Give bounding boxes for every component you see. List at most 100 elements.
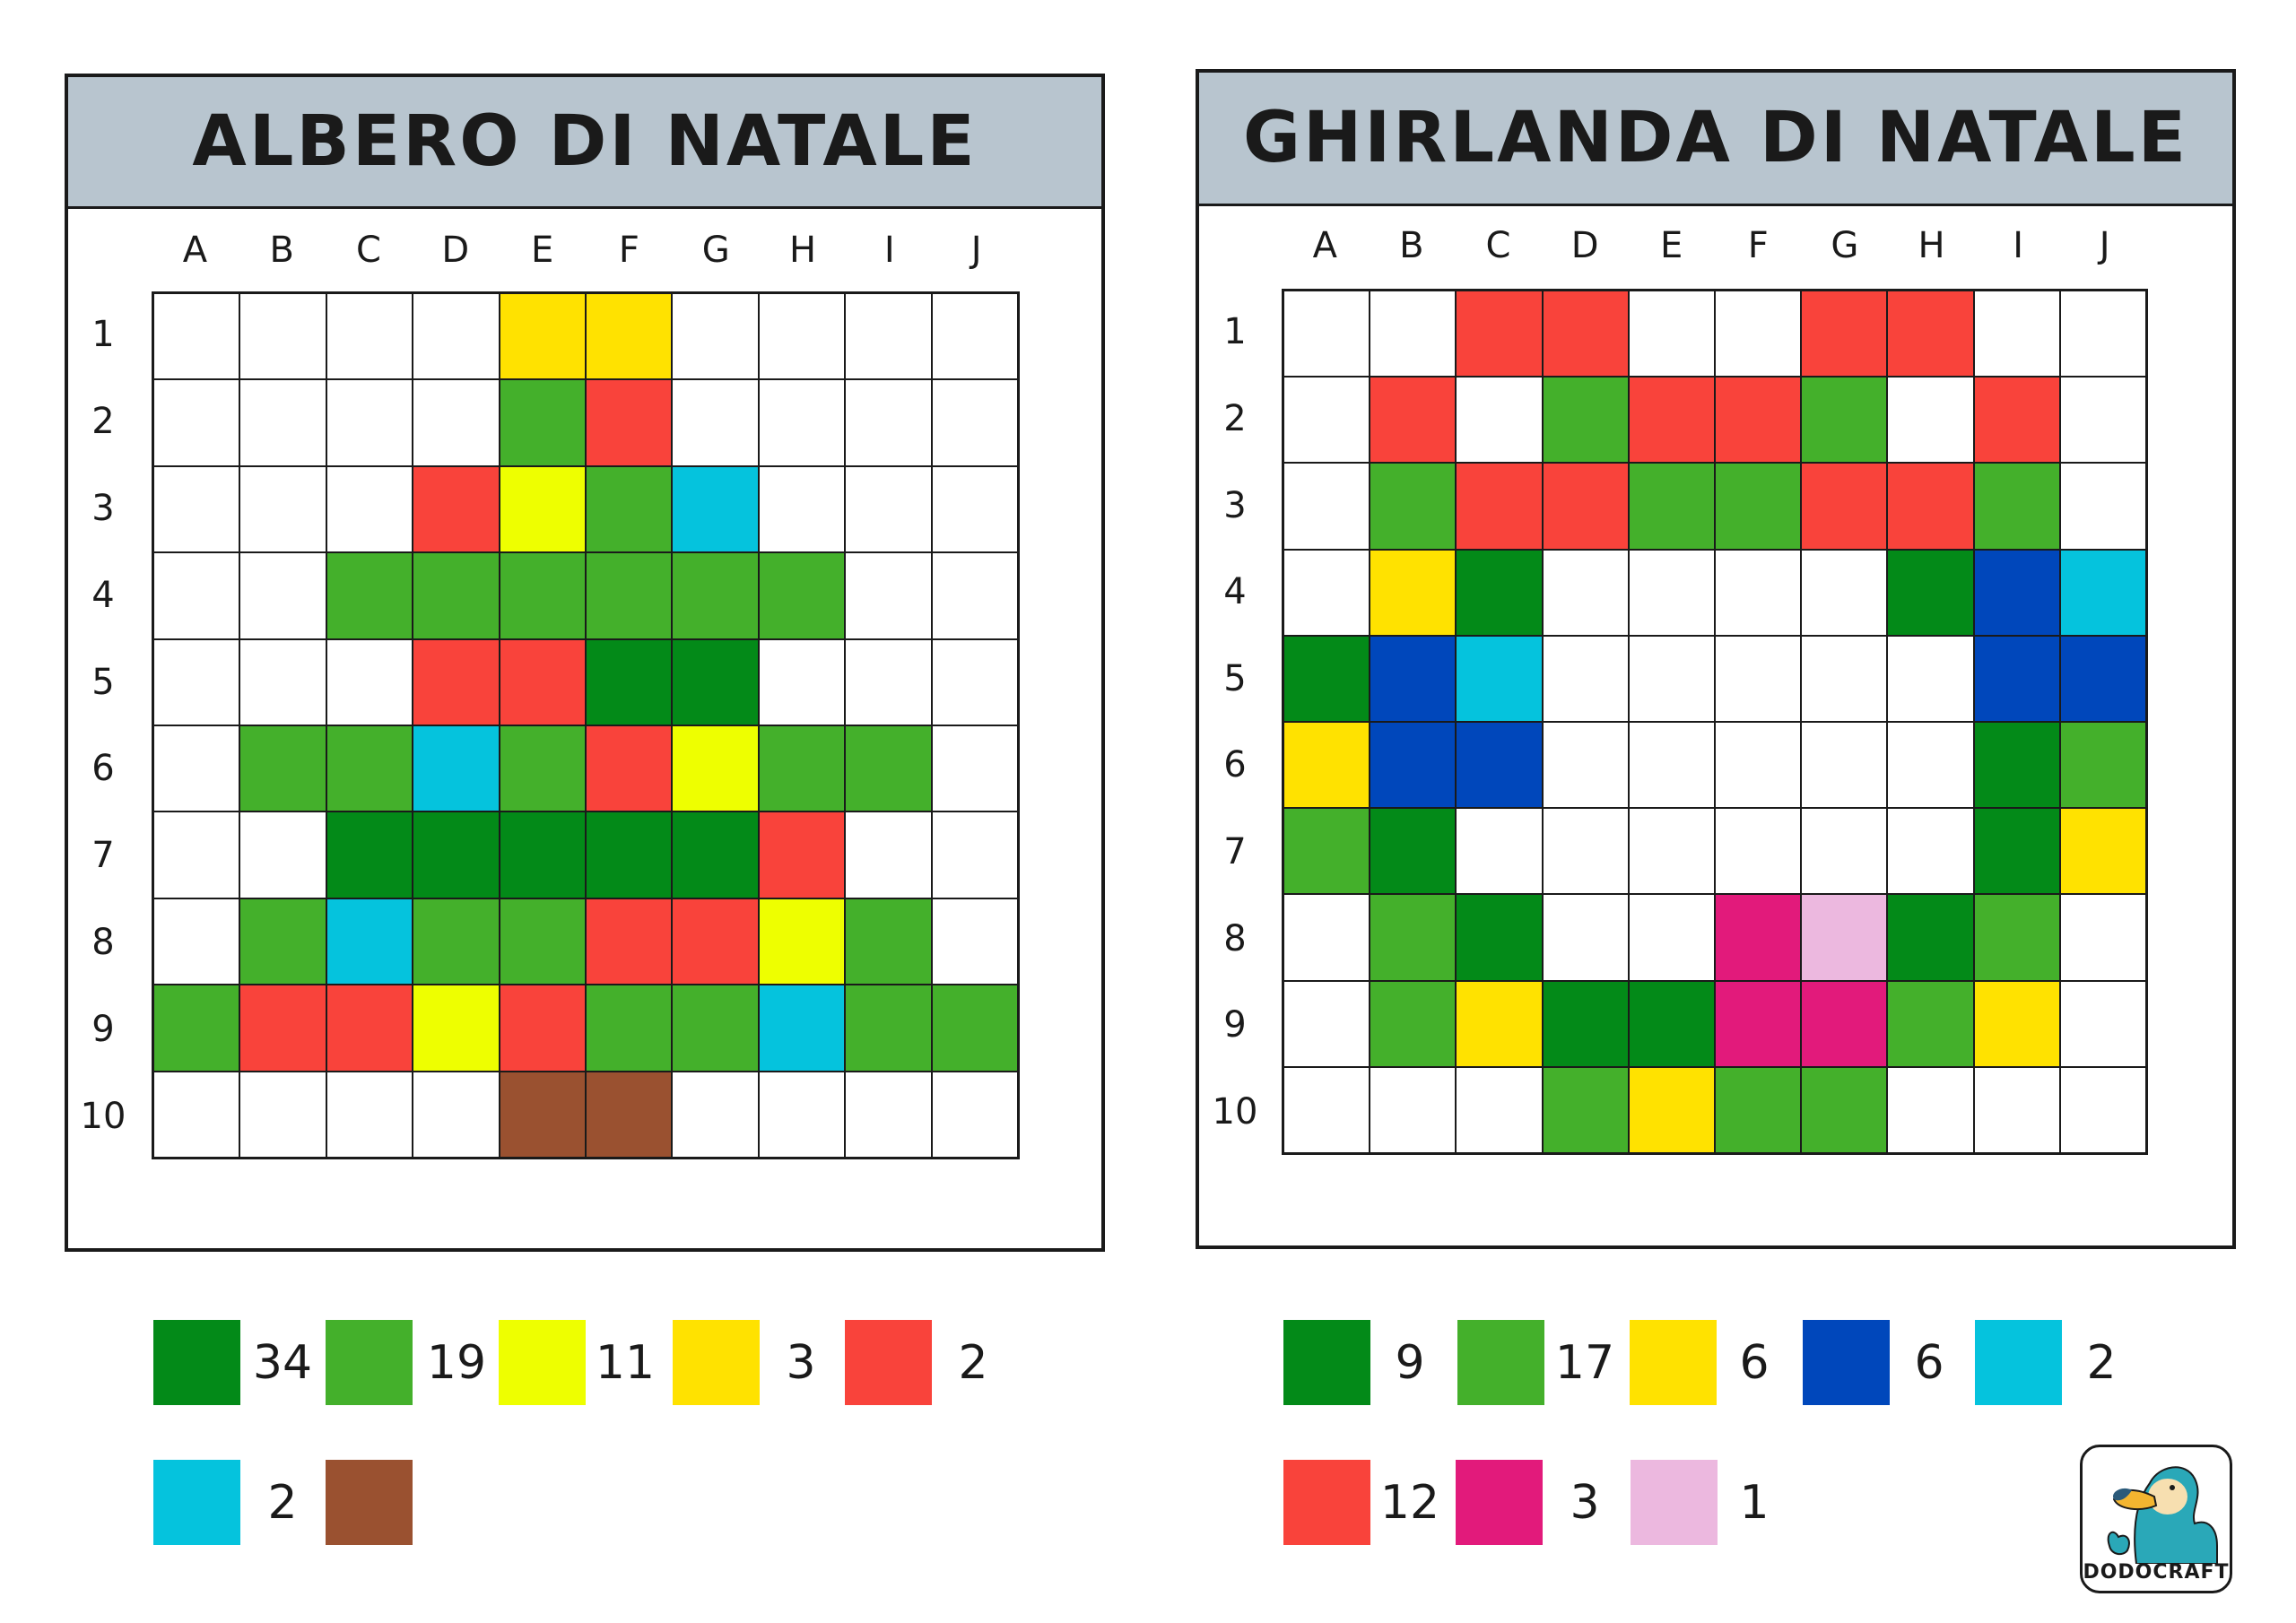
grid-cell-C1 — [325, 292, 414, 381]
grid-cell-H1 — [1886, 290, 1975, 378]
column-label: H — [788, 230, 817, 271]
grid-cell-A4 — [152, 551, 241, 640]
grid-cell-I8 — [1972, 893, 2061, 982]
grid-cell-H9 — [757, 984, 847, 1072]
grid-cell-C5 — [325, 638, 414, 726]
grid-cell-H5 — [1886, 634, 1975, 723]
column-label: G — [701, 230, 730, 271]
grid-cell-E9 — [1627, 979, 1716, 1068]
grid-cell-E1 — [1627, 290, 1716, 378]
grid-cell-B10 — [1369, 1065, 1457, 1154]
legend-swatch — [153, 1460, 240, 1545]
row-label: 1 — [1223, 311, 1247, 353]
grid-cell-A5 — [152, 638, 241, 726]
grid-cell-I2 — [1972, 376, 2061, 464]
grid-cell-G10 — [1800, 1065, 1889, 1154]
grid-cell-G9 — [671, 984, 760, 1072]
grid-cell-A2 — [152, 378, 241, 467]
legend-swatch — [1457, 1320, 1544, 1405]
legend-swatch — [326, 1320, 413, 1405]
grid-cell-J6 — [930, 725, 1019, 813]
legend-swatch — [1283, 1320, 1370, 1405]
grid-cell-G3 — [1800, 462, 1889, 551]
column-label: I — [883, 230, 895, 271]
grid-cell-J4 — [930, 551, 1019, 640]
grid-cell-J8 — [2058, 893, 2147, 982]
row-label: 7 — [91, 835, 115, 877]
legend-swatch — [499, 1320, 586, 1405]
grid-cell-F4 — [1713, 548, 1803, 637]
grid-cell-A7 — [1283, 807, 1371, 896]
grid-cell-B5 — [239, 638, 327, 726]
row-label: 7 — [1223, 830, 1247, 872]
grid-cell-E10 — [1627, 1065, 1716, 1154]
grid-cell-J9 — [930, 984, 1019, 1072]
column-label: F — [1747, 225, 1769, 266]
grid-cell-E10 — [498, 1070, 587, 1159]
grid-cell-F3 — [1713, 462, 1803, 551]
column-label: I — [2013, 225, 2023, 266]
grid-cell-A8 — [1283, 893, 1371, 982]
row-label: 6 — [91, 748, 115, 790]
grid-cell-G4 — [1800, 548, 1889, 637]
grid-cell-H2 — [757, 378, 847, 467]
legend-count: 9 — [1395, 1336, 1425, 1390]
grid-cell-E9 — [498, 984, 587, 1072]
grid-cell-A1 — [1283, 290, 1371, 378]
grid-cell-H10 — [1886, 1065, 1975, 1154]
grid-cell-H8 — [757, 897, 847, 986]
grid-cell-F10 — [585, 1070, 674, 1159]
grid-cell-G8 — [1800, 893, 1889, 982]
grid-cell-E4 — [498, 551, 587, 640]
legend-swatch — [845, 1320, 932, 1405]
legend-swatch — [1631, 1460, 1718, 1545]
column-label: D — [1570, 225, 1599, 266]
row-label: 10 — [1212, 1090, 1258, 1133]
row-label: 2 — [91, 401, 115, 443]
grid-cell-F9 — [1713, 979, 1803, 1068]
grid-cell-G5 — [1800, 634, 1889, 723]
grid-cell-E6 — [1627, 720, 1716, 810]
grid-cell-C10 — [1455, 1065, 1544, 1154]
column-label: A — [1312, 225, 1337, 266]
column-label: J — [2099, 225, 2110, 266]
grid-cell-B7 — [1369, 807, 1457, 896]
grid-cell-I6 — [1972, 720, 2061, 810]
grid-cell-I4 — [844, 551, 933, 640]
albero-title: ALBERO DI NATALE — [192, 101, 978, 182]
row-label: 9 — [91, 1008, 115, 1050]
grid-cell-G1 — [1800, 290, 1889, 378]
grid-cell-E4 — [1627, 548, 1716, 637]
grid-cell-E3 — [498, 464, 587, 554]
albero-header: ALBERO DI NATALE — [68, 77, 1101, 209]
grid-cell-F1 — [585, 292, 674, 381]
grid-cell-B3 — [1369, 462, 1457, 551]
legend-swatch — [1283, 1460, 1370, 1545]
grid-cell-F1 — [1713, 290, 1803, 378]
grid-cell-C3 — [1455, 462, 1544, 551]
grid-cell-D5 — [412, 638, 500, 726]
grid-cell-B2 — [1369, 376, 1457, 464]
grid-cell-E1 — [498, 292, 587, 381]
grid-cell-A10 — [152, 1070, 241, 1159]
grid-cell-G1 — [671, 292, 760, 381]
grid-cell-F3 — [585, 464, 674, 554]
grid-cell-H7 — [1886, 807, 1975, 896]
grid-cell-G2 — [1800, 376, 1889, 464]
grid-cell-A6 — [152, 725, 241, 813]
grid-cell-E3 — [1627, 462, 1716, 551]
grid-cell-F9 — [585, 984, 674, 1072]
grid-cell-G7 — [671, 811, 760, 899]
grid-cell-F2 — [585, 378, 674, 467]
column-label: E — [530, 230, 554, 271]
grid-cell-F8 — [1713, 893, 1803, 982]
grid-cell-F6 — [1713, 720, 1803, 810]
grid-cell-F2 — [1713, 376, 1803, 464]
grid-cell-H6 — [757, 725, 847, 813]
grid-cell-E7 — [498, 811, 587, 899]
grid-cell-J6 — [2058, 720, 2147, 810]
grid-cell-F4 — [585, 551, 674, 640]
right-panel-grid — [1282, 289, 2148, 1155]
grid-cell-J1 — [2058, 290, 2147, 378]
grid-cell-F6 — [585, 725, 674, 813]
